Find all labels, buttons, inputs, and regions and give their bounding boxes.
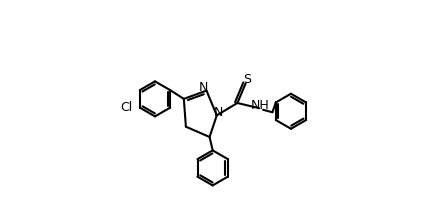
Text: Cl: Cl (121, 101, 133, 114)
Text: N: N (214, 106, 224, 119)
Text: N: N (199, 81, 208, 94)
Text: NH: NH (251, 98, 269, 112)
Text: S: S (243, 73, 251, 86)
